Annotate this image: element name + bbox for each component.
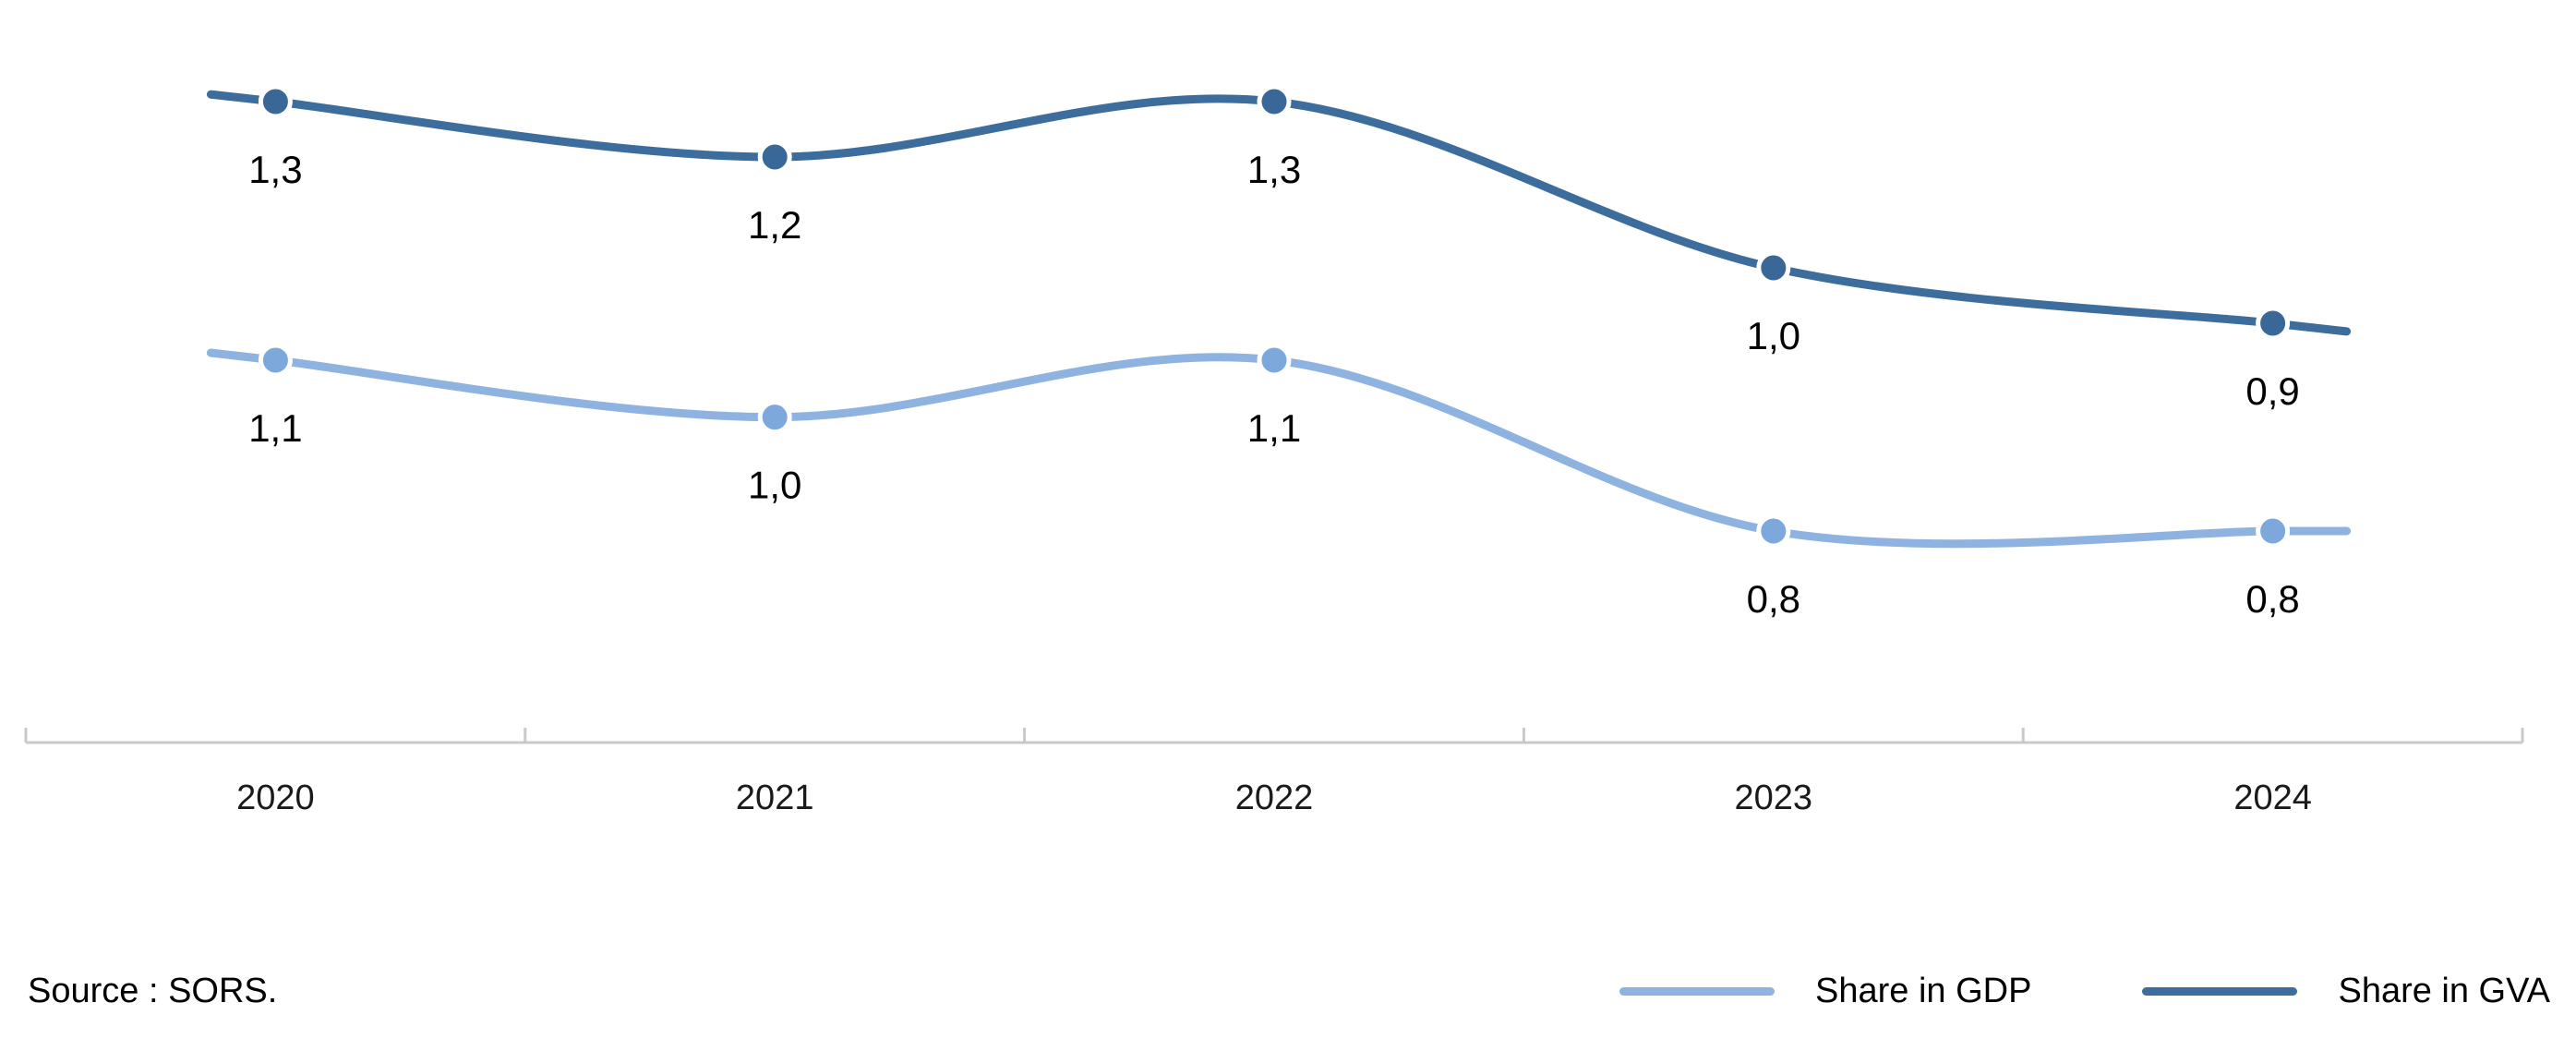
data-label: 1,1 bbox=[1247, 406, 1301, 450]
data-point bbox=[258, 343, 293, 378]
legend-item-share-in-gva: Share in GVA bbox=[2142, 972, 2550, 1011]
data-label: 1,0 bbox=[748, 464, 801, 507]
x-tick-label: 2024 bbox=[2233, 779, 2312, 817]
x-tick-label: 2020 bbox=[236, 779, 315, 817]
x-tick-label: 2023 bbox=[1735, 779, 1813, 817]
data-label: 1,0 bbox=[1747, 314, 1800, 357]
data-point bbox=[757, 400, 792, 435]
line-chart: 2020 2021 2022 2023 2024 1,1 1,0 1,1 0,8 0,8 1,3 1,… bbox=[24, 84, 2524, 817]
data-label: 0,8 bbox=[1747, 577, 1800, 621]
data-label: 1,3 bbox=[248, 148, 302, 191]
series-line-1 bbox=[206, 90, 2352, 336]
legend-item-share-in-gdp: Share in GDP bbox=[1619, 972, 2031, 1011]
data-point bbox=[1257, 343, 1292, 378]
data-point bbox=[258, 84, 293, 119]
data-label: 0,9 bbox=[2245, 369, 2299, 413]
data-point bbox=[1756, 250, 1791, 285]
chart-footer: Source : SORS. Share in GDP Share in GVA bbox=[28, 959, 2550, 1023]
chart-legend: Share in GDP Share in GVA bbox=[1619, 972, 2550, 1011]
data-label: 1,1 bbox=[248, 406, 302, 450]
data-label: 1,3 bbox=[1247, 148, 1301, 191]
data-label: 1,2 bbox=[748, 203, 801, 247]
data-point bbox=[2256, 306, 2291, 341]
x-tick-label: 2021 bbox=[736, 779, 814, 817]
legend-label-gdp: Share in GDP bbox=[1815, 971, 2032, 1010]
gva-line-swatch bbox=[2142, 986, 2298, 996]
data-point bbox=[2256, 513, 2291, 549]
gdp-line-swatch bbox=[1619, 986, 1776, 996]
legend-label-gva: Share in GVA bbox=[2338, 971, 2550, 1010]
source-note: Source : SORS. bbox=[28, 971, 278, 1010]
data-label: 0,8 bbox=[2245, 577, 2299, 621]
x-tick-label: 2022 bbox=[1235, 779, 1314, 817]
data-point bbox=[1756, 513, 1791, 549]
data-point bbox=[1257, 84, 1292, 119]
data-point bbox=[757, 139, 792, 175]
